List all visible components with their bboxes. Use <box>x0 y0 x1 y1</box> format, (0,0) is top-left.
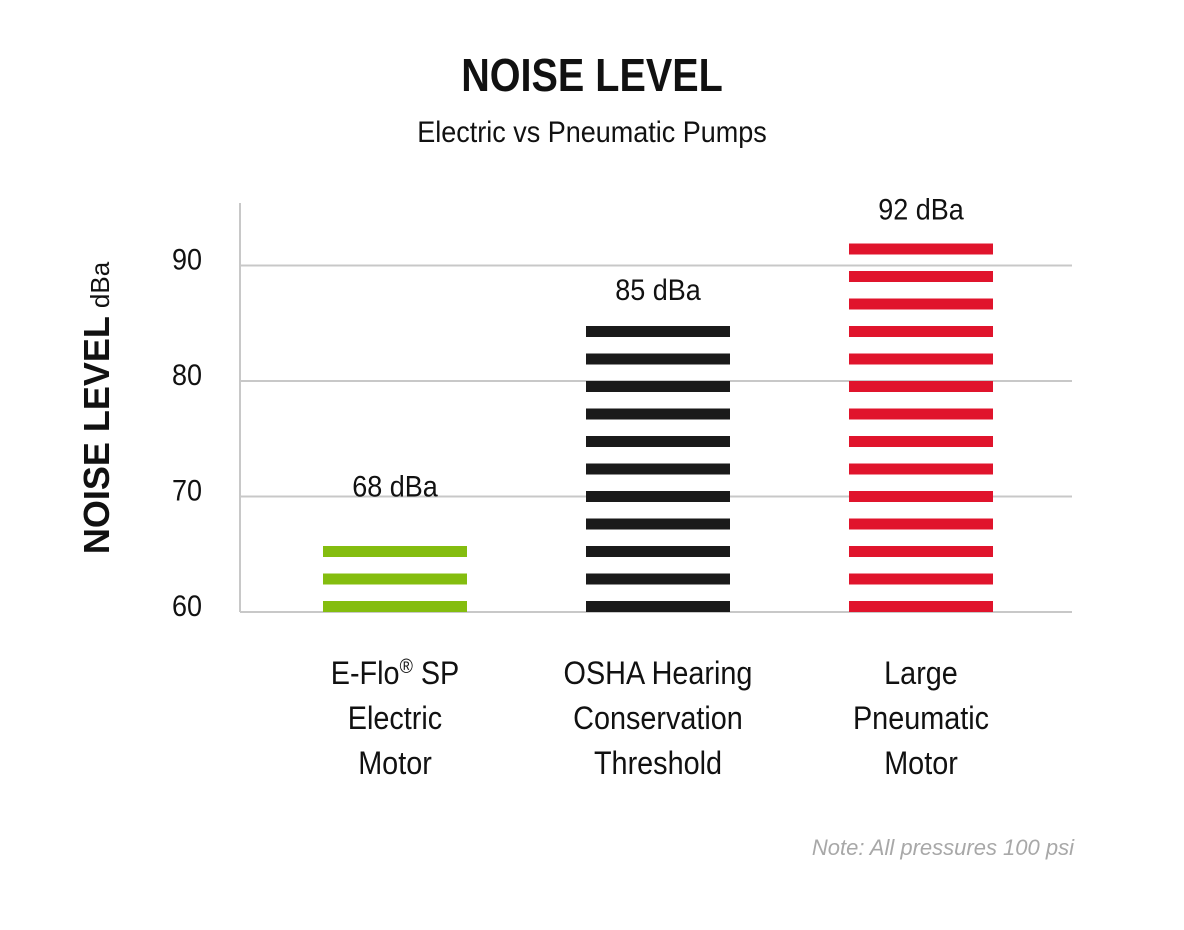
bar-stripe <box>586 601 730 612</box>
bar-stripe <box>586 463 730 475</box>
bar-stripe <box>586 408 730 420</box>
bar-stripe <box>586 381 730 392</box>
bar-stripe <box>849 601 993 612</box>
chart-title: NOISE LEVEL <box>461 49 723 101</box>
bar-stripe <box>586 573 730 585</box>
y-tick-label: 80 <box>172 359 202 393</box>
data-label: 92 dBa <box>878 193 964 227</box>
x-tick-label: Large <box>884 656 958 692</box>
bar-stripe <box>586 518 730 530</box>
x-tick-label: OSHA Hearing <box>564 656 753 692</box>
bar-stripe <box>323 573 467 585</box>
x-tick-label: Conservation <box>573 701 743 737</box>
bar-stripe <box>849 463 993 475</box>
x-tick-label: E-Flo® SP <box>331 656 459 692</box>
x-tick-label: Motor <box>358 746 432 782</box>
bar-stripe <box>849 518 993 530</box>
bar-stripe <box>849 436 993 447</box>
x-tick-label: Threshold <box>594 746 722 782</box>
bar-stripe <box>586 491 730 502</box>
bar-stripe <box>586 546 730 557</box>
bar-stripe <box>849 491 993 502</box>
bar-stripe <box>849 326 993 337</box>
bar-stripe <box>849 381 993 392</box>
bar-stripe <box>849 271 993 282</box>
x-tick-label: Electric <box>348 701 442 737</box>
bar-stripe <box>849 546 993 557</box>
x-tick-label: Motor <box>884 746 958 782</box>
x-tick-label: Pneumatic <box>853 701 989 737</box>
bar <box>849 243 993 612</box>
y-tick-label: 60 <box>172 590 202 624</box>
bar-stripe <box>323 546 467 557</box>
bar-stripe <box>849 353 993 365</box>
chart-note: Note: All pressures 100 psi <box>811 835 1074 860</box>
data-label: 85 dBa <box>615 274 701 308</box>
bar <box>323 546 467 612</box>
y-tick-label: 70 <box>172 474 202 508</box>
y-tick-label: 90 <box>172 243 202 277</box>
chart-subtitle: Electric vs Pneumatic Pumps <box>417 116 767 149</box>
bar-stripe <box>849 298 993 310</box>
bar-stripe <box>586 353 730 365</box>
bar-stripe <box>849 573 993 585</box>
bar-stripe <box>586 326 730 337</box>
bar-stripe <box>849 408 993 420</box>
bar-stripe <box>586 436 730 447</box>
bar <box>586 326 730 612</box>
bar-stripe <box>849 243 993 255</box>
data-label: 68 dBa <box>352 470 438 504</box>
bar-stripe <box>323 601 467 612</box>
